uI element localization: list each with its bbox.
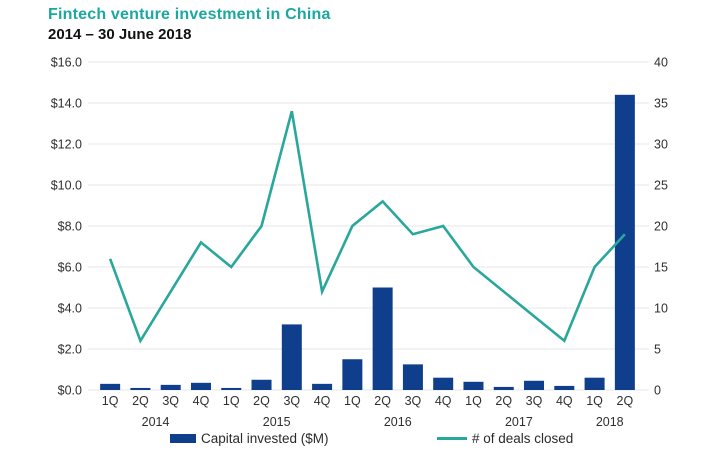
bar-capital-invested [100,383,121,390]
legend-label-deals-closed: # of deals closed [472,431,574,446]
bar-capital-invested [402,364,423,390]
bar-capital-invested [312,383,333,390]
x-axis-quarter-label: 2Q [253,394,270,408]
x-axis-quarter-label: 2Q [374,394,391,408]
x-axis-quarter-label: 1Q [223,394,240,408]
bar-capital-invested [130,387,151,390]
left-axis-tick-label: $6.0 [58,261,82,275]
x-axis-year-label: 2018 [596,415,624,429]
bar-capital-invested [554,385,575,390]
line-deals-closed [108,110,626,344]
x-axis-quarter-label: 4Q [314,394,331,408]
bar-capital-invested [281,324,302,390]
bar-capital-invested [160,384,181,390]
legend-item-capital-invested: Capital invested ($M) [170,431,329,446]
x-axis-year-label: 2015 [263,415,291,429]
bar-capital-invested [190,382,211,390]
right-axis-tick-label: 15 [654,261,668,275]
left-axis-tick-label: $10.0 [51,179,82,193]
x-axis-year-label: 2017 [505,415,533,429]
left-axis-tick-label: $14.0 [51,97,82,111]
x-axis-quarter-label: 1Q [586,394,603,408]
x-axis-quarter-label: 1Q [344,394,361,408]
x-axis-quarter-label: 3Q [162,394,179,408]
right-axis-tick-label: 25 [654,179,668,193]
legend-item-deals-closed: # of deals closed [437,431,573,446]
x-axis-quarter-label: 2Q [132,394,149,408]
left-axis-tick-label: $4.0 [58,302,82,316]
x-axis-quarter-label: 3Q [405,394,422,408]
chart-header: Fintech venture investment in China 2014… [48,6,331,43]
right-axis-tick-label: 35 [654,97,668,111]
x-axis-quarter-label: 2Q [495,394,512,408]
right-axis-tick-label: 30 [654,138,668,152]
x-axis-quarter-label: 3Q [526,394,543,408]
x-axis-quarter-label: 4Q [193,394,210,408]
x-axis-year-label: 2014 [142,415,170,429]
bar-capital-invested [372,287,393,390]
bar-capital-invested [584,377,605,390]
right-axis-tick-label: 0 [654,384,661,398]
legend-label-capital-invested: Capital invested ($M) [201,431,329,446]
left-axis-tick-label: $16.0 [51,56,82,70]
bar-capital-invested [251,379,272,390]
x-axis-quarter-label: 4Q [556,394,573,408]
right-axis-tick-label: 5 [654,343,661,357]
left-axis-tick-label: $0.0 [58,384,82,398]
chart-title: Fintech venture investment in China [48,6,331,23]
bar-capital-invested [493,386,514,390]
left-axis-tick-label: $8.0 [58,220,82,234]
bar-capital-invested [342,359,363,390]
chart-subtitle: 2014 – 30 June 2018 [48,26,192,43]
x-axis-quarter-label: 2Q [617,394,634,408]
x-axis-quarter-label: 3Q [283,394,300,408]
bar-capital-invested [433,377,454,390]
right-axis-tick-label: 20 [654,220,668,234]
left-axis-tick-label: $2.0 [58,343,82,357]
bar-capital-invested [614,94,635,391]
bar-capital-invested [221,387,242,390]
bar-capital-invested [463,381,484,390]
right-axis-tick-label: 40 [654,56,668,70]
bar-series-swatch-icon [170,434,196,443]
x-axis-quarter-label: 1Q [102,394,119,408]
x-axis-year-label: 2016 [384,415,412,429]
x-axis-quarter-label: 1Q [465,394,482,408]
right-axis-tick-label: 10 [654,302,668,316]
left-axis-tick-label: $12.0 [51,138,82,152]
x-axis-quarter-label: 4Q [435,394,452,408]
bar-capital-invested [524,380,545,390]
line-series-swatch-icon [437,437,467,440]
